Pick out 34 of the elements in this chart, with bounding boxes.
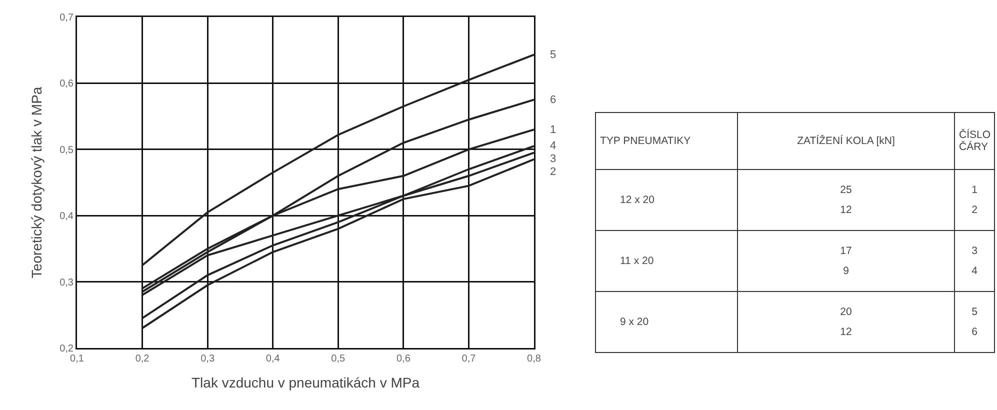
text: 25 12 <box>840 184 852 216</box>
x-axis-title: Tlak vzduchu v pneumatikách v MPa <box>192 374 420 391</box>
x-tick-label: 0,3 <box>200 354 215 364</box>
text: 20 12 <box>840 306 852 338</box>
x-tick-label: 0,5 <box>331 354 346 364</box>
series-label: 3 <box>550 153 556 165</box>
category-label: ZATÍŽENÍ KOLA [kN] <box>738 112 954 170</box>
y-tick-label: 0,6 <box>60 78 74 90</box>
y-tick-label: 0,3 <box>60 277 74 288</box>
category-label: TYP PNEUMATIKY <box>596 112 738 170</box>
text: 11 x 20 <box>620 255 654 267</box>
y-axis-title: Teoretický dotykový tlak v MPa <box>28 86 44 278</box>
y-tick-label: 0,4 <box>60 211 74 222</box>
text: 12 x 20 <box>620 194 654 206</box>
text: 9 x 20 <box>620 316 649 328</box>
x-tick-label: 0,1 <box>70 354 84 364</box>
text: 5 6 <box>972 306 978 338</box>
x-tick-label: 0,4 <box>266 354 280 364</box>
x-tick-label: 0,2 <box>135 354 150 364</box>
y-tick-label: 0,5 <box>60 144 74 156</box>
text: 1 2 <box>972 184 978 216</box>
x-tick-label: 0,8 <box>527 354 542 364</box>
series-label: 4 <box>550 140 556 152</box>
text: 3 4 <box>972 245 978 277</box>
series-label: 2 <box>550 166 556 178</box>
y-tick-label: 0,7 <box>60 12 74 24</box>
series-label: 1 <box>550 124 556 136</box>
y-tick-label: 0,2 <box>60 344 74 354</box>
series-label: 6 <box>550 94 556 106</box>
text: 17 9 <box>840 245 852 277</box>
x-tick-label: 0,6 <box>396 354 411 364</box>
x-tick-label: 0,7 <box>462 354 476 364</box>
category-label: ČÍSLO ČÁRY <box>954 112 994 170</box>
series-label: 5 <box>550 49 556 61</box>
